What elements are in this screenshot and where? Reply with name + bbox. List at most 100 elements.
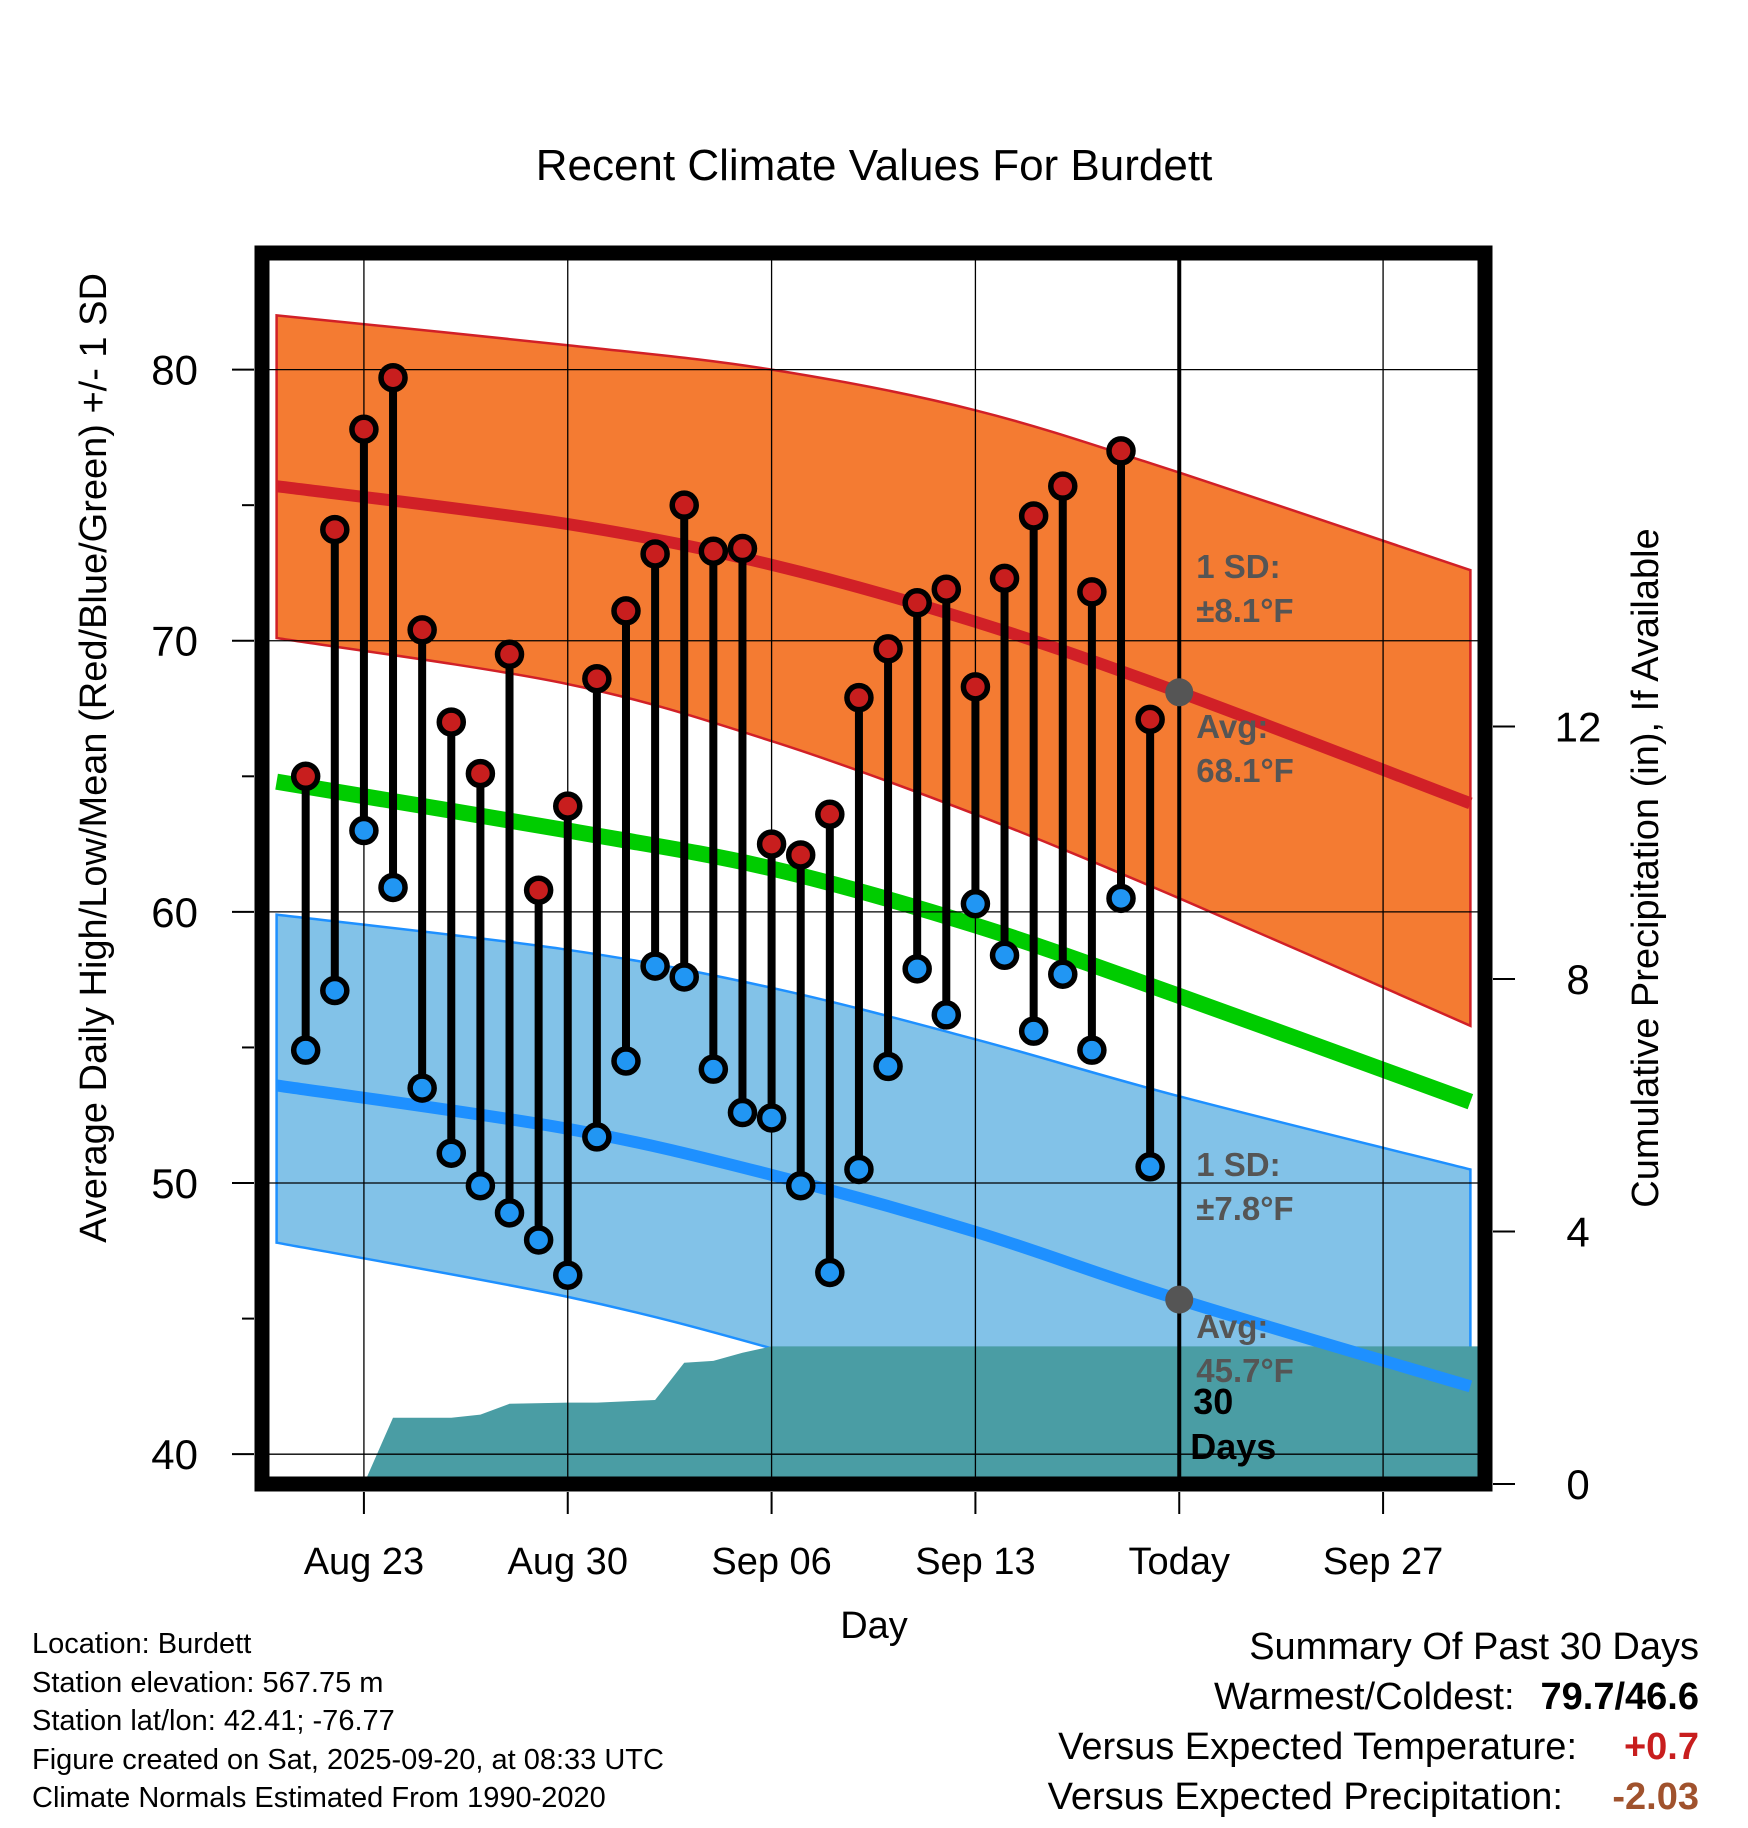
summary-title: Summary Of Past 30 Days: [1249, 1626, 1699, 1668]
low-temp-point: [436, 1138, 467, 1168]
y2-tick-label: 8: [1566, 956, 1589, 1003]
high-temp-point: [902, 588, 932, 618]
high-avg-title: Avg:: [1196, 708, 1268, 745]
high-temp-point: [698, 536, 729, 567]
high-temp-point: [1106, 436, 1136, 466]
low-temp-point: [320, 975, 350, 1006]
latlon-text: Station lat/lon: 42.41; -76.77: [32, 1705, 395, 1737]
low-temp-point: [1135, 1152, 1165, 1182]
high-temp-point: [320, 514, 350, 545]
high-temp-point: [815, 799, 845, 830]
plot-content: 1 SD: ±8.1°F Avg: 68.1°F 1 SD: ±7.8°F Avg: 45.7…: [262, 253, 1485, 1484]
high-temp-point: [290, 761, 321, 792]
high-temp-point: [465, 758, 496, 789]
high-temp-point: [494, 639, 525, 670]
plot-frame: [254, 245, 1493, 1492]
y2-axis-label: Cumulative Precipitation (in), If Availa…: [1625, 528, 1667, 1207]
low-temp-point: [1106, 883, 1136, 914]
high-temp-point: [960, 672, 991, 702]
high-temp-point: [931, 574, 962, 604]
today-low-avg-marker: [1165, 1285, 1194, 1314]
high-temp-point: [785, 840, 816, 870]
today-high-avg-marker: [1165, 678, 1194, 707]
warm-cold-label: Warmest/Coldest:: [1213, 1676, 1515, 1718]
days-count-number: 30: [1193, 1381, 1233, 1422]
low-temp-point: [494, 1198, 525, 1228]
high-temp-point: [989, 563, 1020, 594]
y-axis-label: Average Daily High/Low/Mean (Red/Blue/Gr…: [73, 273, 115, 1243]
high-temp-point: [844, 682, 874, 713]
low-temp-point: [960, 888, 991, 919]
high-sd-band: [275, 314, 1472, 1028]
station-info: Location: Burdett Station elevation: 567…: [32, 1625, 664, 1818]
low-temp-point: [1048, 959, 1078, 989]
temp-value: +0.7: [1623, 1726, 1699, 1768]
warm-cold-value: 79.7/46.6: [1540, 1676, 1699, 1718]
y-tick-label: 80: [151, 347, 198, 394]
high-temp-point: [582, 663, 612, 694]
low-avg-title: Avg:: [1196, 1308, 1268, 1345]
low-temp-point: [407, 1073, 437, 1103]
low-temp-point: [756, 1103, 787, 1133]
low-temp-point: [523, 1225, 554, 1255]
elevation-text: Station elevation: 567.75 m: [32, 1666, 384, 1699]
low-temp-point: [669, 962, 699, 992]
high-temp-point: [640, 539, 670, 569]
low-temp-point: [989, 940, 1020, 971]
high-temp-point: [553, 791, 583, 821]
prec-label: Versus Expected Precipitation:: [1047, 1776, 1563, 1818]
low-sd-value: ±7.8°F: [1196, 1190, 1293, 1227]
low-temp-point: [815, 1257, 845, 1288]
y-tick-label: 50: [151, 1160, 198, 1207]
created-text: Figure created on Sat, 2025-09-20, at 08…: [32, 1743, 664, 1776]
high-normal-line: [275, 480, 1473, 810]
x-tick-label: Today: [1129, 1541, 1230, 1583]
low-temp-point: [785, 1170, 816, 1201]
high-temp-point: [1018, 501, 1049, 531]
y-tick-label: 70: [151, 618, 198, 665]
high-temp-point: [1048, 471, 1078, 501]
high-sd-title: 1 SD:: [1196, 548, 1280, 585]
high-temp-point: [611, 596, 641, 626]
plot-area: 1 SD: ±8.1°F Avg: 68.1°F 1 SD: ±7.8°F Avg: 45.7…: [151, 245, 1601, 1583]
low-temp-point: [465, 1170, 496, 1201]
high-temp-point: [873, 634, 903, 664]
low-temp-point: [873, 1051, 903, 1082]
high-temp-point: [349, 414, 379, 444]
days-count-label: Days: [1190, 1426, 1276, 1467]
high-temp-point: [378, 362, 408, 393]
low-temp-point: [290, 1035, 321, 1065]
high-temp-point: [1135, 704, 1165, 735]
x-tick-label: Aug 23: [304, 1541, 424, 1583]
high-temp-point: [727, 533, 758, 564]
high-temp-point: [1077, 577, 1107, 607]
x-tick-label: Sep 13: [915, 1541, 1035, 1583]
low-temp-point: [349, 815, 379, 846]
high-avg-value: 68.1°F: [1196, 752, 1294, 789]
high-temp-point: [407, 615, 437, 645]
low-temp-point: [844, 1154, 874, 1185]
summary-panel: Summary Of Past 30 Days Warmest/Coldest:…: [1048, 1622, 1699, 1822]
y2-tick-label: 4: [1566, 1208, 1589, 1255]
low-temp-point: [553, 1260, 583, 1290]
low-temp-point: [931, 1000, 962, 1030]
low-sd-title: 1 SD:: [1196, 1146, 1280, 1183]
chart-title: Recent Climate Values For Burdett: [536, 141, 1213, 190]
x-tick-label: Sep 06: [711, 1541, 831, 1583]
low-temp-point: [698, 1054, 729, 1084]
low-temp-point: [611, 1046, 641, 1076]
high-temp-point: [756, 829, 787, 859]
high-temp-point: [669, 490, 699, 520]
precip-area: [363, 1346, 1485, 1484]
low-temp-point: [1018, 1016, 1049, 1046]
high-temp-point: [523, 875, 554, 905]
low-temp-point: [582, 1122, 612, 1152]
x-tick-label: Aug 30: [508, 1541, 628, 1583]
prec-value: -2.03: [1612, 1776, 1699, 1818]
temp-label: Versus Expected Temperature:: [1058, 1726, 1577, 1768]
low-temp-point: [902, 954, 932, 984]
location-text: Location: Burdett: [32, 1628, 252, 1660]
y-tick-label: 40: [151, 1431, 198, 1478]
low-temp-point: [378, 872, 408, 903]
